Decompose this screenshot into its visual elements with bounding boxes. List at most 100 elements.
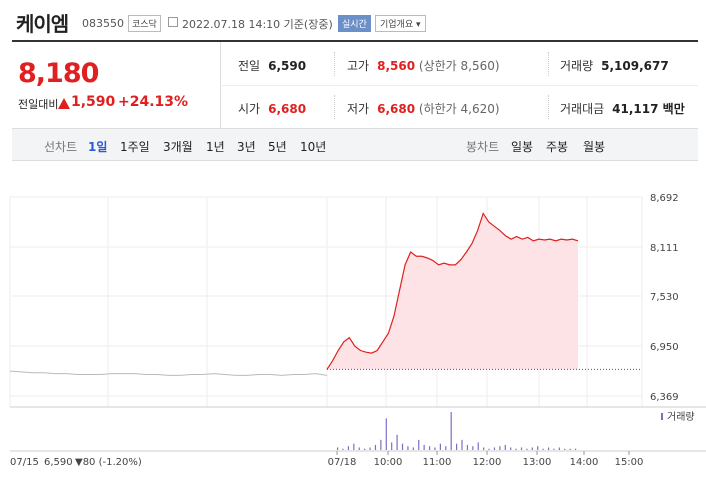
volume-bar xyxy=(423,444,425,450)
candle-weekly[interactable]: 주봉 xyxy=(546,140,569,154)
volume-bar xyxy=(564,448,566,450)
stock-name: 케이엠 xyxy=(16,12,69,36)
prev-change: ▼80 (-1.20%) xyxy=(75,457,142,468)
y-tick-label: 6,950 xyxy=(650,342,679,353)
volume-bar xyxy=(504,444,506,450)
period-1w[interactable]: 1주일 xyxy=(120,140,150,154)
volume-bar xyxy=(450,412,452,450)
volume-bar xyxy=(337,447,339,450)
calendar-icon xyxy=(168,17,178,27)
period-5y[interactable]: 5년 xyxy=(268,140,287,154)
up-triangle-icon xyxy=(58,98,70,109)
volume-bar xyxy=(396,434,398,450)
volume-bar xyxy=(553,448,555,450)
period-1y[interactable]: 1년 xyxy=(206,140,225,154)
volume-bar xyxy=(558,447,560,450)
volume-legend-label: 거래량 xyxy=(667,411,695,423)
volume-bar xyxy=(477,442,479,450)
candle-daily[interactable]: 일봉 xyxy=(511,140,534,154)
volume-bar xyxy=(515,448,517,450)
lower-limit: (하한가 4,620) xyxy=(418,102,500,116)
stat-value: 6,590 xyxy=(268,59,307,73)
volume-bar xyxy=(483,447,485,450)
diff-label: 전일대비 xyxy=(18,98,59,111)
stat-volume: 거래량 5,109,677 xyxy=(560,57,669,74)
y-tick-label: 6,369 xyxy=(650,392,679,403)
volume-bar xyxy=(547,447,550,450)
volume-bar xyxy=(358,447,360,450)
volume-bar xyxy=(391,442,393,450)
stat-label: 거래대금 xyxy=(560,102,605,116)
x-tick-label: 12:00 xyxy=(473,457,502,468)
volume-bar xyxy=(428,446,431,450)
stat-value: 41,117 백만 xyxy=(612,102,685,116)
volume-bar xyxy=(488,448,490,450)
stat-value: 6,680 xyxy=(268,102,307,116)
stat-open: 시가 6,680 xyxy=(238,100,306,117)
period-3m[interactable]: 3개월 xyxy=(163,140,193,154)
volume-bar xyxy=(353,443,355,450)
volume-bar xyxy=(493,447,496,450)
price-line xyxy=(326,212,579,370)
volume-bar xyxy=(537,446,539,450)
chart-toolbar: 선차트 1일 1주일 3개월 1년 3년 5년 10년 봉차트 일봉 주봉 월봉 xyxy=(12,128,698,161)
period-3y[interactable]: 3년 xyxy=(237,140,256,154)
volume-bar xyxy=(412,447,414,450)
prev-close: 6,590 xyxy=(44,457,73,468)
volume-bar xyxy=(347,446,350,450)
stat-label: 고가 xyxy=(347,59,370,73)
price-box: 8,180 전일대비 1,590 +24.13% xyxy=(12,42,220,128)
volume-bar xyxy=(466,444,469,450)
volume-bar xyxy=(461,439,463,450)
divider xyxy=(548,95,549,119)
stat-label: 전일 xyxy=(238,59,261,73)
volume-bar xyxy=(531,447,533,450)
x-tick-label: 13:00 xyxy=(523,457,552,468)
divider xyxy=(334,52,335,76)
volume-bar xyxy=(418,439,420,450)
divider xyxy=(334,95,335,119)
volume-bar xyxy=(434,447,436,450)
x-tick-label: 14:00 xyxy=(570,457,599,468)
y-tick-label: 8,692 xyxy=(650,193,679,204)
divider xyxy=(12,40,698,42)
volume-bar xyxy=(380,439,382,450)
x-tick-label: 10:00 xyxy=(374,457,403,468)
stat-low: 저가 6,680 (하한가 4,620) xyxy=(347,100,500,117)
prev-day-line xyxy=(9,370,328,376)
volume-bar xyxy=(456,443,458,450)
stat-value: 5,109,677 xyxy=(601,59,669,73)
stat-label: 거래량 xyxy=(560,59,594,73)
volume-bar xyxy=(520,447,523,450)
company-info-dropdown[interactable]: 기업개요 ▾ xyxy=(375,15,426,32)
x-tick-label: 07/18 xyxy=(328,457,357,468)
x-tick-label: 15:00 xyxy=(615,457,644,468)
x-tick-label: 11:00 xyxy=(423,457,452,468)
divider xyxy=(220,85,698,86)
volume-legend-icon xyxy=(661,413,663,420)
volume-bar xyxy=(542,448,544,450)
volume-bar xyxy=(526,448,528,450)
volume-bar xyxy=(342,448,344,450)
volume-bar xyxy=(439,443,441,450)
stat-value: 8,560 xyxy=(377,59,416,73)
period-10y[interactable]: 10년 xyxy=(300,140,327,154)
y-tick-label: 8,111 xyxy=(650,243,679,254)
volume-bar xyxy=(445,446,447,450)
volume-bar xyxy=(510,447,512,450)
realtime-button[interactable]: 실시간 xyxy=(338,15,371,32)
divider xyxy=(548,52,549,76)
period-1d[interactable]: 1일 xyxy=(88,140,108,154)
current-price: 8,180 xyxy=(18,58,99,89)
candle-monthly[interactable]: 월봉 xyxy=(583,140,606,154)
volume-bar xyxy=(385,418,387,450)
upper-limit: (상한가 8,560) xyxy=(418,59,500,73)
volume-bar xyxy=(374,444,377,450)
candle-chart-label: 봉차트 xyxy=(466,140,500,154)
volume-bar xyxy=(369,447,371,450)
volume-bar xyxy=(401,443,404,450)
stat-amount: 거래대금 41,117 백만 xyxy=(560,100,685,117)
volume-bar xyxy=(569,448,571,450)
volume-bar xyxy=(472,446,474,450)
date-text: 2022.07.18 14:10 기준(장중) xyxy=(182,18,333,31)
